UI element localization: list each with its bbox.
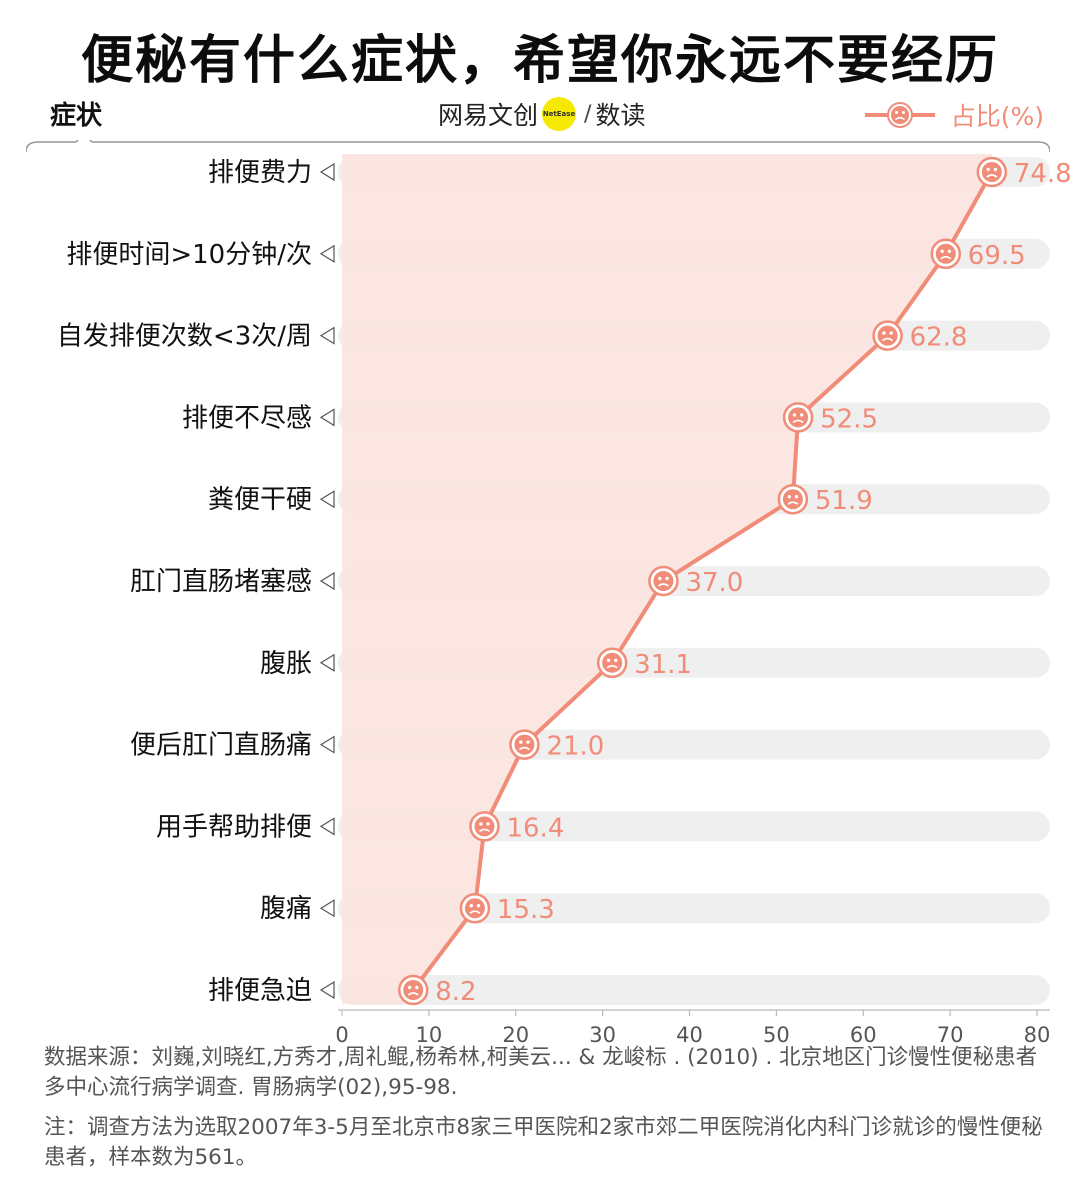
data-point bbox=[397, 974, 429, 1006]
data-value-label: 37.0 bbox=[685, 568, 743, 598]
track-bar bbox=[338, 975, 1050, 1005]
x-tick-label: 40 bbox=[676, 1023, 703, 1045]
data-point bbox=[648, 565, 679, 597]
category-arrow-icon bbox=[319, 490, 335, 509]
legend-label: 占比(%) bbox=[950, 102, 1044, 131]
category-label: 排便费力 bbox=[208, 158, 312, 188]
x-tick-label: 70 bbox=[937, 1023, 964, 1045]
legend: 占比(%) bbox=[864, 97, 1044, 133]
legend-line bbox=[864, 102, 935, 128]
y-axis-label: 症状 bbox=[50, 101, 103, 131]
legend-face-icon bbox=[886, 102, 913, 128]
data-point bbox=[469, 811, 500, 842]
data-point bbox=[976, 156, 1008, 188]
x-tick-label: 30 bbox=[589, 1023, 616, 1045]
brand-circle-text: NetEase bbox=[542, 110, 576, 118]
category-label: 排便急迫 bbox=[208, 976, 312, 1006]
brand-slash: / bbox=[584, 101, 592, 127]
x-tick-label: 50 bbox=[763, 1023, 790, 1045]
category-label: 粪便干硬 bbox=[208, 485, 312, 515]
category-label: 排便时间>10分钟/次 bbox=[66, 240, 312, 270]
brand-logo: 网易文创 NetEase / 数读 bbox=[438, 96, 645, 132]
category-arrow-icon bbox=[319, 244, 335, 263]
data-point bbox=[782, 402, 814, 433]
track-bar bbox=[338, 893, 1050, 924]
category-arrow-icon bbox=[319, 980, 335, 1000]
category-arrow-icon bbox=[319, 735, 335, 754]
data-value-label: 69.5 bbox=[968, 241, 1026, 271]
category-label: 用手帮助排便 bbox=[156, 812, 312, 842]
axis-bracket bbox=[26, 140, 1050, 153]
track-bar bbox=[338, 811, 1050, 842]
data-value-label: 52.5 bbox=[820, 404, 878, 434]
x-tick-label: 0 bbox=[335, 1023, 348, 1045]
category-arrow-icon bbox=[319, 653, 335, 672]
category-arrow-icon bbox=[319, 899, 335, 918]
data-value-label: 15.3 bbox=[497, 895, 555, 925]
data-value-label: 74.8 bbox=[1014, 159, 1072, 189]
x-tick-label: 80 bbox=[1024, 1023, 1051, 1045]
data-point bbox=[872, 320, 903, 351]
data-point bbox=[777, 483, 809, 515]
x-tick-label: 10 bbox=[416, 1023, 443, 1045]
data-point bbox=[459, 892, 491, 924]
brand-right: 数读 bbox=[595, 101, 646, 130]
x-tick-label: 60 bbox=[850, 1023, 877, 1045]
data-value-label: 62.8 bbox=[910, 323, 968, 353]
data-value-label: 31.1 bbox=[634, 650, 692, 680]
category-arrow-icon bbox=[319, 326, 335, 345]
data-point bbox=[930, 238, 962, 270]
chart: 0 10 20 30 40 50 60 70 80 排便费力排便时间>10分钟/次自发排便次数<3… bbox=[57, 154, 1072, 1045]
footer-note: 注：调查方法为选取2007年3-5月至北京市8家三甲医院和2家市郊二甲医院消化内… bbox=[44, 1115, 1043, 1170]
category-label: 腹胀 bbox=[260, 649, 312, 679]
category-label: 便后肛门直肠痛 bbox=[130, 731, 312, 761]
data-point bbox=[596, 647, 628, 679]
page-title: 便秘有什么症状，希望你永远不要经历 bbox=[80, 31, 999, 91]
x-tick-label: 20 bbox=[502, 1023, 529, 1045]
category-arrow-icon bbox=[319, 162, 335, 182]
footer-source: 数据来源：刘巍,刘晓红,方秀才,周礼鲲,杨希林,柯美云... & 龙峻标 . (… bbox=[44, 1045, 1038, 1100]
brand-left: 网易文创 bbox=[438, 101, 539, 130]
data-point bbox=[509, 729, 540, 760]
category-arrow-icon bbox=[319, 817, 335, 836]
category-label: 自发排便次数<3次/周 bbox=[57, 322, 312, 352]
category-arrow-icon bbox=[319, 408, 335, 427]
data-value-label: 21.0 bbox=[546, 732, 604, 762]
data-value-label: 8.2 bbox=[435, 977, 476, 1007]
brand-circle-icon: NetEase bbox=[542, 97, 577, 131]
category-label: 腹痛 bbox=[260, 894, 312, 924]
category-label: 排便不尽感 bbox=[182, 403, 312, 433]
category-arrow-icon bbox=[319, 571, 335, 591]
data-value-label: 51.9 bbox=[815, 486, 873, 516]
category-label: 肛门直肠堵塞感 bbox=[130, 567, 312, 597]
data-value-label: 16.4 bbox=[506, 813, 564, 843]
area-fill bbox=[342, 154, 992, 1004]
